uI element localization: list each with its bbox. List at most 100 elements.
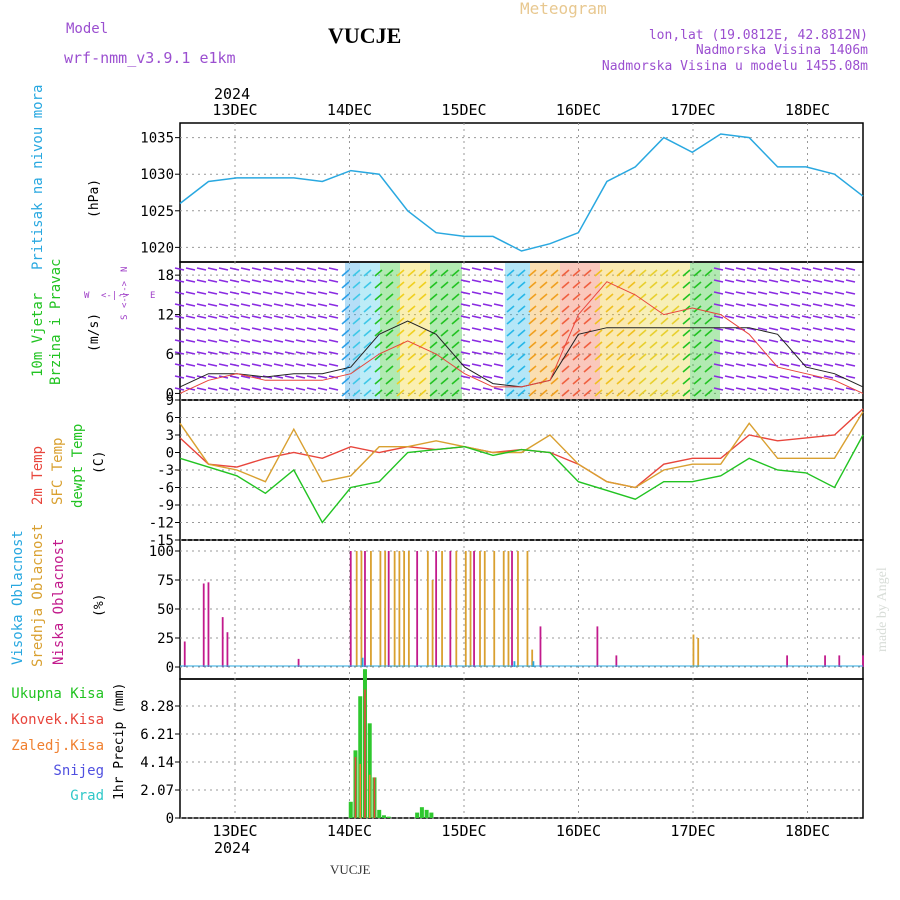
wind-arrow	[812, 291, 823, 295]
wind-arrow	[583, 329, 592, 337]
wind-plot	[179, 281, 864, 394]
bottom-day-label: 16DEC	[556, 822, 601, 840]
wind-arrow	[407, 341, 416, 349]
top-day-label: 14DEC	[327, 101, 372, 119]
wind-arrow	[790, 267, 801, 271]
wind-arrow	[627, 353, 636, 361]
wind-arrow	[834, 315, 845, 319]
y-tick-label: 0	[166, 811, 174, 827]
wind-arrow	[605, 281, 614, 289]
wind-arrow	[528, 305, 537, 313]
wind-arrow	[374, 293, 383, 301]
wind-compass-e: E	[150, 291, 155, 301]
wind-arrow	[273, 387, 284, 391]
wind-arrow	[627, 269, 636, 277]
wind-arrow	[746, 363, 757, 367]
wind-arrow	[284, 363, 295, 367]
wind-arrow	[229, 315, 240, 319]
wind-arrow	[240, 291, 251, 295]
wind-arrow	[418, 389, 427, 397]
wind-arrow	[482, 303, 493, 307]
wind-arrow	[240, 351, 251, 355]
wind-arrow	[693, 269, 702, 277]
wind-arrow	[550, 269, 559, 277]
wind-arrow	[341, 377, 350, 385]
wind-arrow	[185, 363, 196, 367]
y-tick-label: 3	[166, 428, 174, 444]
wind-arrow	[561, 329, 570, 337]
wind-arrow	[517, 329, 526, 337]
wind-arrow	[284, 339, 295, 343]
wind-arrow	[251, 267, 262, 271]
wind-arrow	[746, 387, 757, 391]
wind-arrow	[834, 339, 845, 343]
wind-arrow	[834, 327, 845, 331]
wind-arrow	[779, 291, 790, 295]
wind-arrow	[262, 339, 273, 343]
wind-arrow	[341, 353, 350, 361]
wind-arrow	[561, 305, 570, 313]
wind-arrow	[517, 377, 526, 385]
wind-arrow	[251, 363, 262, 367]
precip-snow-label: Snijeg	[53, 763, 104, 779]
wind-arrow	[682, 269, 691, 277]
wind-arrow	[482, 351, 493, 355]
wind-arrow	[735, 303, 746, 307]
wind-arrow	[493, 267, 504, 271]
wind-arrow	[768, 315, 779, 319]
y-tick-label: 9	[166, 393, 174, 409]
wind-arrow	[429, 389, 438, 397]
wind-arrow	[627, 377, 636, 385]
wind-arrow	[757, 279, 768, 283]
wind-arrow	[561, 377, 570, 385]
wind-arrow	[174, 375, 185, 379]
precip-total-bar	[348, 801, 353, 818]
wind-arrow	[306, 351, 317, 355]
wind-arrow	[823, 375, 834, 379]
wind-arrow	[704, 281, 713, 289]
wind-arrow	[185, 351, 196, 355]
wind-arrow	[713, 351, 724, 355]
wind-arrow	[746, 339, 757, 343]
wind-arrow	[801, 291, 812, 295]
wind-arrow	[295, 363, 306, 367]
wind-arrow	[407, 281, 416, 289]
wind-arrow	[251, 291, 262, 295]
y-tick-label: -6	[157, 481, 174, 497]
wind-arrow	[429, 305, 438, 313]
wind-arrow	[196, 351, 207, 355]
wind-arrow	[306, 339, 317, 343]
wind-arrow	[704, 353, 713, 361]
wind-arrow	[396, 269, 405, 277]
wind-arrow	[429, 281, 438, 289]
meteogram-title: Meteogram	[520, 0, 607, 18]
wind-arrow	[273, 339, 284, 343]
wind-arrow	[812, 363, 823, 367]
wind-arrow	[746, 315, 757, 319]
wind-arrow	[306, 279, 317, 283]
wind-arrow	[638, 329, 647, 337]
wind-arrow	[407, 329, 416, 337]
wind-arrow	[374, 389, 383, 397]
wind-arrow	[328, 327, 339, 331]
wind-arrow	[528, 377, 537, 385]
wind-arrow	[407, 377, 416, 385]
wind-arrow	[429, 293, 438, 301]
y-tick-label: 1020	[140, 240, 174, 256]
wind-arrow	[790, 351, 801, 355]
precip-total-bar	[386, 816, 391, 818]
wind-arrow	[757, 267, 768, 271]
wind-arrow	[605, 329, 614, 337]
wind-arrow	[735, 267, 746, 271]
wind-arrow	[273, 279, 284, 283]
wind-arrow	[451, 317, 460, 325]
wind-arrow	[583, 281, 592, 289]
cloud-high-label: Visoka Oblacnost	[10, 530, 26, 665]
wind-arrow	[229, 267, 240, 271]
wind-field-band	[380, 263, 400, 399]
wind-arrow	[251, 327, 262, 331]
wind-arrow	[407, 269, 416, 277]
wind-arrow	[671, 305, 680, 313]
wind-arrow	[317, 315, 328, 319]
wind-arrow	[218, 291, 229, 295]
